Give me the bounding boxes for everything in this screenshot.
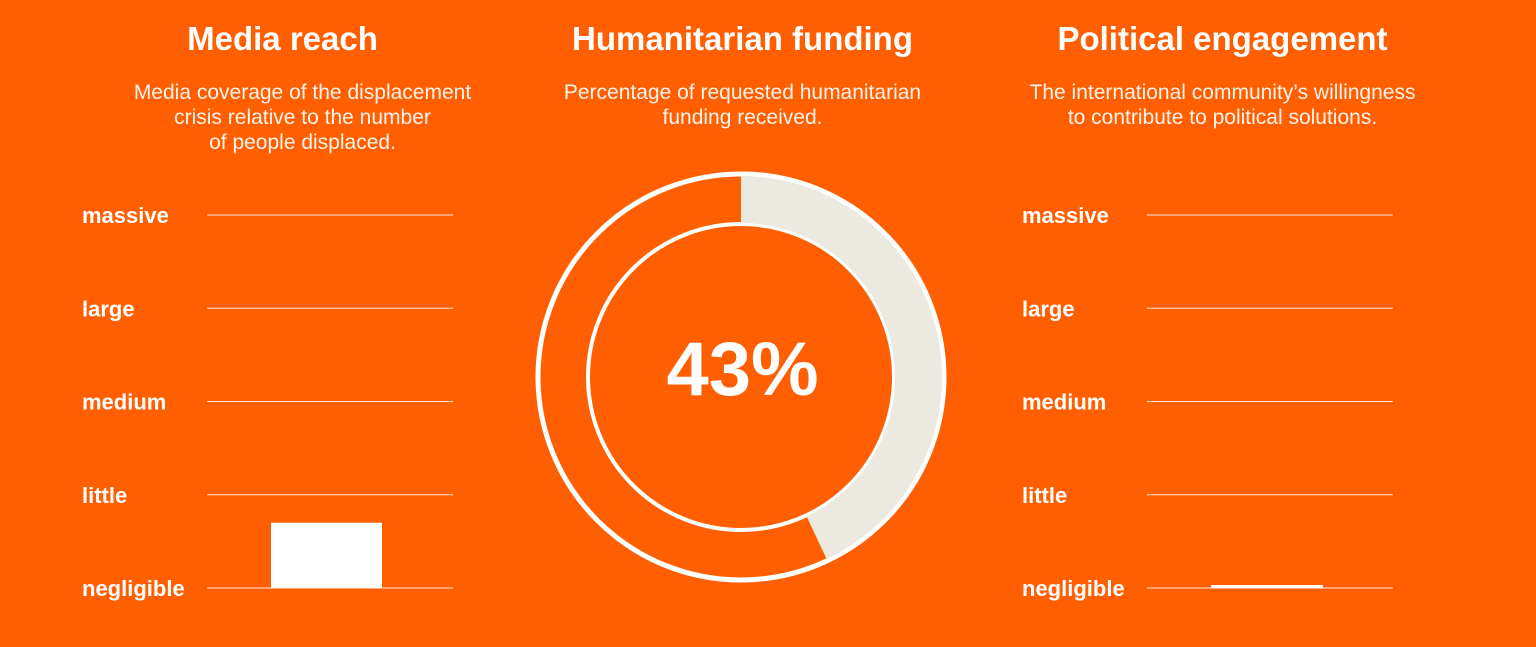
political-engagement-level-label-little: little bbox=[1022, 483, 1067, 508]
political-engagement-level-label-negligible: negligible bbox=[1022, 576, 1125, 601]
humanitarian-funding-title: Humanitarian funding bbox=[572, 20, 913, 57]
media-reach-level-label-medium: medium bbox=[82, 390, 166, 415]
media-reach-level-label-massive: massive bbox=[82, 203, 169, 228]
media-reach-bar bbox=[271, 522, 382, 588]
political-engagement-panel: Political engagement The international c… bbox=[1000, 0, 1445, 647]
political-engagement-title: Political engagement bbox=[1057, 20, 1388, 57]
political-engagement-level-label-large: large bbox=[1022, 296, 1075, 321]
donut-received-segment bbox=[741, 176, 942, 559]
political-engagement-scale-chart: massive large medium little negligible bbox=[1022, 203, 1393, 601]
humanitarian-funding-panel: Humanitarian funding Percentage of reque… bbox=[520, 0, 965, 647]
political-engagement-subtitle-line-2: to contribute to political solutions. bbox=[1067, 106, 1378, 129]
media-reach-level-label-little: little bbox=[82, 483, 127, 508]
political-engagement-subtitle-line-1: The international community’s willingnes… bbox=[1029, 81, 1416, 104]
donut-outer-ring bbox=[535, 171, 947, 583]
media-reach-subtitle-line-1: Media coverage of the displacement bbox=[133, 81, 472, 104]
media-reach-scale-chart: massive large medium little negligible bbox=[82, 203, 453, 601]
humanitarian-funding-subtitle: Percentage of requested humanitarian fun… bbox=[520, 80, 965, 130]
political-engagement-level-label-massive: massive bbox=[1022, 203, 1109, 228]
humanitarian-funding-value: 43% bbox=[666, 327, 819, 412]
media-reach-subtitle-line-2: crisis relative to the number bbox=[174, 106, 431, 129]
political-engagement-level-label-medium: medium bbox=[1022, 390, 1106, 415]
media-reach-title: Media reach bbox=[187, 20, 378, 57]
humanitarian-funding-donut-chart bbox=[535, 171, 947, 583]
humanitarian-funding-subtitle-line-2: funding received. bbox=[662, 106, 823, 129]
political-engagement-subtitle: The international community’s willingnes… bbox=[1000, 80, 1445, 130]
media-reach-subtitle-line-3: of people displaced. bbox=[209, 131, 396, 154]
donut-inner-ring bbox=[586, 222, 896, 532]
humanitarian-funding-subtitle-line-1: Percentage of requested humanitarian bbox=[563, 81, 922, 104]
media-reach-level-label-large: large bbox=[82, 296, 135, 321]
political-engagement-bar bbox=[1211, 585, 1323, 588]
media-reach-level-label-negligible: negligible bbox=[82, 576, 185, 601]
media-reach-subtitle: Media coverage of the displacement crisi… bbox=[100, 80, 505, 155]
media-reach-panel: Media reach Media coverage of the displa… bbox=[60, 0, 505, 647]
